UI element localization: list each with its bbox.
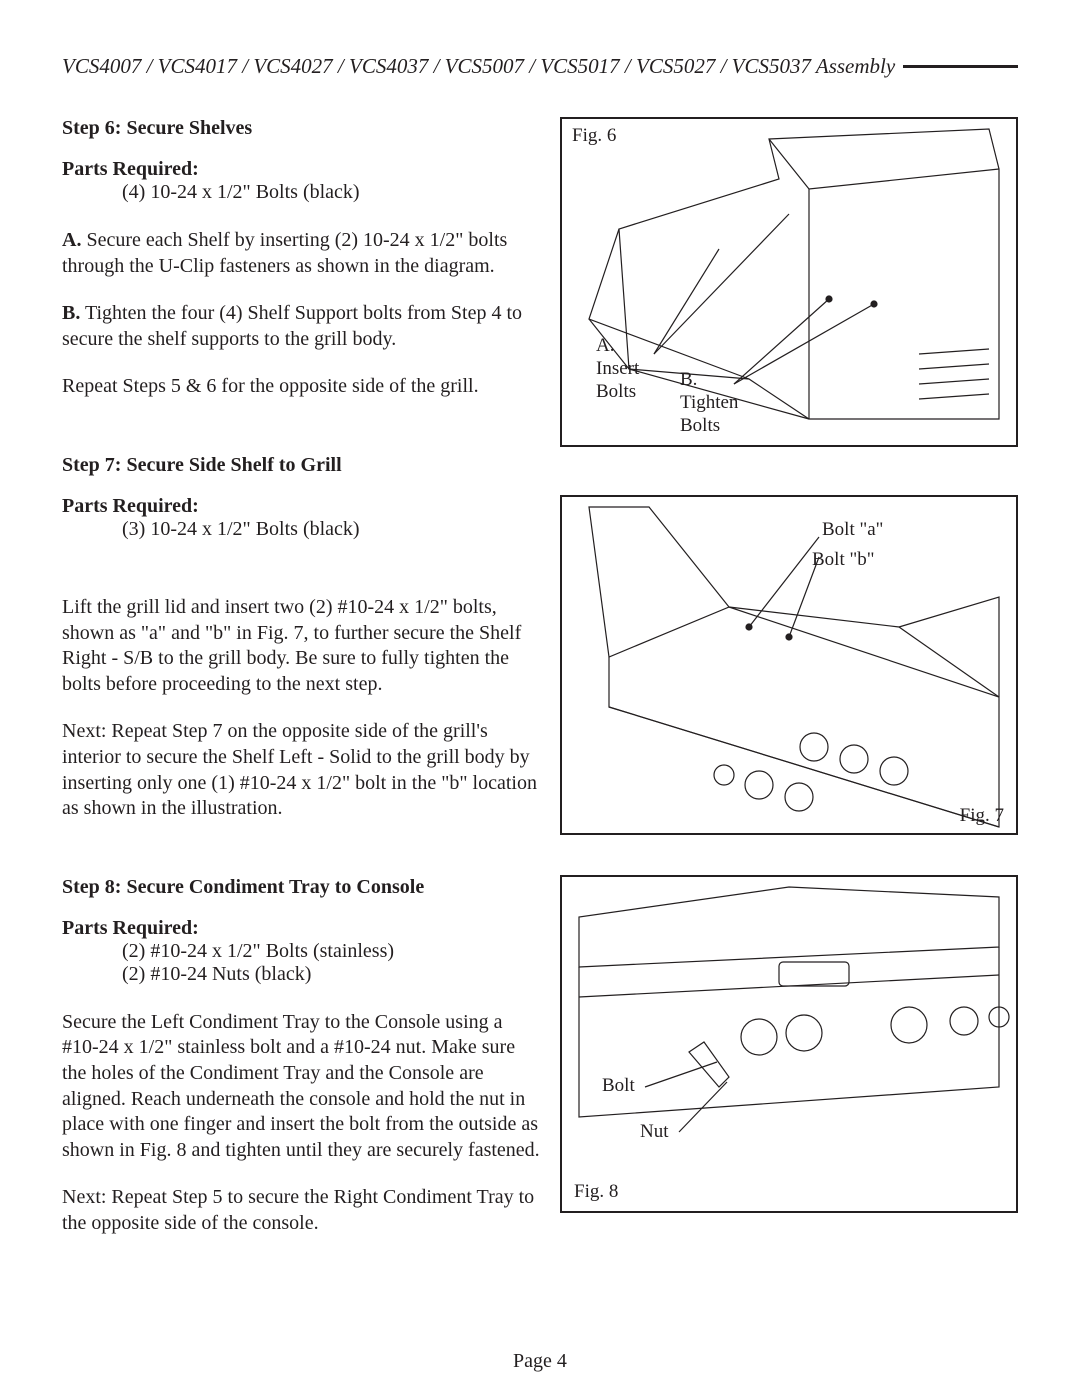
- step6-b: B. Tighten the four (4) Shelf Support bo…: [62, 301, 542, 352]
- fig8-nut: Nut: [640, 1121, 669, 1144]
- step8-p2: Next: Repeat Step 5 to secure the Right …: [62, 1185, 542, 1236]
- step7-title: Step 7: Secure Side Shelf to Grill: [62, 454, 542, 477]
- step6-parts: (4) 10-24 x 1/2" Bolts (black): [62, 181, 542, 204]
- header-models: VCS4007 / VCS4017 / VCS4027 / VCS4037 / …: [62, 54, 895, 79]
- step6-b-prefix: B.: [62, 302, 80, 324]
- step8-p1: Secure the Left Condiment Tray to the Co…: [62, 1010, 542, 1164]
- fig8-diagram: [562, 877, 1016, 1211]
- content-columns: Step 6: Secure Shelves Parts Required: (…: [62, 117, 1018, 1236]
- step8-block: Step 8: Secure Condiment Tray to Console…: [62, 876, 542, 1237]
- step8-parts2: (2) #10-24 Nuts (black): [62, 963, 542, 986]
- step6-title: Step 6: Secure Shelves: [62, 117, 542, 140]
- page-header: VCS4007 / VCS4017 / VCS4027 / VCS4037 / …: [62, 54, 1018, 79]
- step6-repeat: Repeat Steps 5 & 6 for the opposite side…: [62, 374, 542, 400]
- step6-block: Step 6: Secure Shelves Parts Required: (…: [62, 117, 542, 400]
- step7-parts-label: Parts Required:: [62, 495, 542, 518]
- figure-column: Fig. 6: [560, 117, 1018, 1236]
- page-number: Page 4: [0, 1350, 1080, 1373]
- step8-parts-label: Parts Required:: [62, 917, 542, 940]
- figure-6: Fig. 6: [560, 117, 1018, 447]
- step6-b-text: Tighten the four (4) Shelf Support bolts…: [62, 302, 522, 350]
- step7-parts: (3) 10-24 x 1/2" Bolts (black): [62, 518, 542, 541]
- fig7-bolt-b: Bolt "b": [812, 549, 875, 572]
- step6-a-prefix: A.: [62, 229, 81, 251]
- step7-p1: Lift the grill lid and insert two (2) #1…: [62, 595, 542, 697]
- figure-8: Bolt Nut Fig. 8: [560, 875, 1018, 1213]
- step8-parts1: (2) #10-24 x 1/2" Bolts (stainless): [62, 940, 542, 963]
- fig7-diagram: [562, 497, 1016, 833]
- fig7-bolt-a: Bolt "a": [822, 519, 883, 542]
- step6-a: A. Secure each Shelf by inserting (2) 10…: [62, 228, 542, 279]
- step8-title: Step 8: Secure Condiment Tray to Console: [62, 876, 542, 899]
- figure-7: Bolt "a" Bolt "b" Fig. 7: [560, 495, 1018, 835]
- fig7-label: Fig. 7: [960, 805, 1004, 827]
- fig6-callout-b: B. Tighten Bolts: [680, 369, 738, 437]
- step7-block: Step 7: Secure Side Shelf to Grill Parts…: [62, 454, 542, 822]
- fig8-label: Fig. 8: [574, 1181, 618, 1203]
- step7-p2: Next: Repeat Step 7 on the opposite side…: [62, 719, 542, 821]
- header-rule: [903, 65, 1018, 68]
- step6-a-text: Secure each Shelf by inserting (2) 10-24…: [62, 229, 507, 277]
- fig6-callout-a: A. Insert Bolts: [596, 335, 639, 403]
- step6-parts-label: Parts Required:: [62, 158, 542, 181]
- text-column: Step 6: Secure Shelves Parts Required: (…: [62, 117, 542, 1236]
- fig8-bolt: Bolt: [602, 1075, 635, 1098]
